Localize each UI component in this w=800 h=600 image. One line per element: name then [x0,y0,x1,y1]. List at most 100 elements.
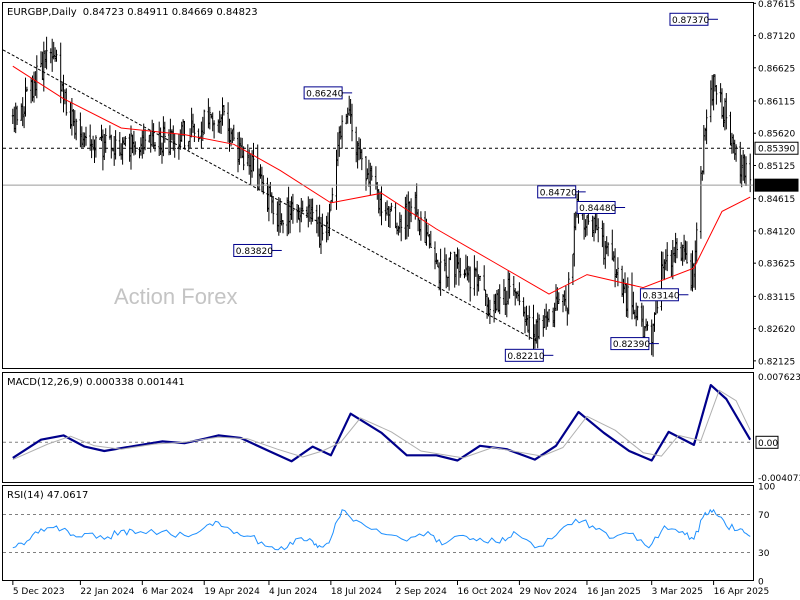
ohlc-bar [35,55,38,99]
ohlc-bar [505,290,508,318]
rsi-layer [3,508,753,553]
ohlc-bar [336,132,339,167]
x-tick-label: 5 Dec 2023 [13,587,65,597]
ohlc-bar [24,77,27,117]
ohlc-bar [535,319,538,344]
ohlc-bar [567,272,570,315]
ohlc-bar [201,116,204,141]
ohlc-bar [449,251,452,261]
macd-panel [2,372,754,483]
ohlc-bar [586,215,588,236]
ohlc-bar [463,269,466,279]
ohlc-bar [664,249,667,271]
ohlc-bar [85,126,87,146]
ohlc-bar [16,105,19,125]
ohlc-bar [484,289,487,306]
annotation-label: 0.84480 [579,204,616,214]
ohlc-bar [131,134,134,154]
ohlc-bar [424,211,427,244]
moving-average-line [12,65,751,295]
annotation-box [576,200,616,214]
ohlc-bar [172,125,175,151]
price-level-tag: 0.84823 [754,178,799,192]
ohlc-bar [602,222,605,265]
ohlc-bar [739,141,742,184]
ohlc-bar [269,182,272,197]
ohlc-bar [566,307,569,326]
ohlc-bar [208,106,211,130]
ohlc-bar [379,191,382,217]
ohlc-bar [258,168,261,191]
ohlc-bar [524,306,526,334]
ohlc-bar [218,110,221,134]
ohlc-bar [90,139,93,159]
ohlc-bar [428,234,431,249]
ohlc-bar [410,198,413,223]
ohlc-bar [40,51,42,68]
ohlc-bar [721,88,723,119]
ohlc-bar [227,102,230,143]
ohlc-bar [469,266,472,302]
ohlc-bar [488,299,491,324]
y-tick-label: 0.85125 [758,162,795,172]
ohlc-bar [72,109,75,127]
ohlc-bar [141,130,144,159]
rsi-y-tick-label: 0 [758,578,764,588]
ohlc-bar [719,83,722,103]
y-tick-label: 0.84120 [758,227,795,237]
ohlc-bar [310,198,313,225]
ohlc-bar [207,98,210,129]
ohlc-bar [41,51,44,80]
ohlc-bar [200,121,203,149]
ohlc-bar [457,249,460,286]
ohlc-bar [228,118,231,152]
ohlc-bar [584,219,587,238]
ohlc-bar [377,189,380,214]
ohlc-bar [374,166,377,190]
ohlc-bar [702,125,705,175]
ohlc-bar [366,168,369,180]
ohlc-bar [193,123,196,142]
ohlc-readout: 0.84723 0.84911 0.84669 0.84823 [83,7,258,18]
macd-zero-tag-box [755,435,779,449]
ohlc-bar [300,198,303,223]
ohlc-bar [604,241,607,269]
ohlc-bar [446,276,449,287]
ohlc-bar [211,112,214,132]
ohlc-bar [63,89,66,105]
ohlc-bar [552,307,555,327]
ohlc-bar [70,98,73,136]
ohlc-bar [418,219,421,236]
ohlc-bar [192,113,194,133]
ohlc-bar [21,97,24,127]
ohlc-bar [217,119,220,133]
ohlc-bar [331,187,334,203]
ohlc-bar [348,95,351,116]
ohlc-bar [533,324,536,349]
ohlc-bar [170,129,173,141]
annotation-label: 0.82390 [613,340,650,350]
ohlc-bar [415,183,418,217]
ohlc-bar [338,126,341,157]
ohlc-bar [735,144,738,162]
ohlc-bar [699,166,702,239]
ohlc-bar [477,274,480,292]
ohlc-bar [321,213,324,241]
price-level-tag-box [754,178,799,192]
ohlc-bar [266,177,269,212]
ohlc-bar [725,93,728,130]
ohlc-bar [704,127,707,141]
ohlc-bar [286,197,289,237]
ohlc-bar [601,220,604,248]
ohlc-bar [325,215,328,243]
ohlc-bar [564,286,567,312]
ohlc-bar [555,284,557,311]
ohlc-bar [390,202,393,212]
ohlc-bar [497,289,500,313]
annotation-label: 0.84720 [540,188,577,198]
ohlc-bar [435,253,438,265]
ohlc-bar [504,287,507,315]
rsi-y-tick-label: 70 [758,511,770,521]
ohlc-bar [82,132,85,148]
ohlc-bar [42,41,45,92]
